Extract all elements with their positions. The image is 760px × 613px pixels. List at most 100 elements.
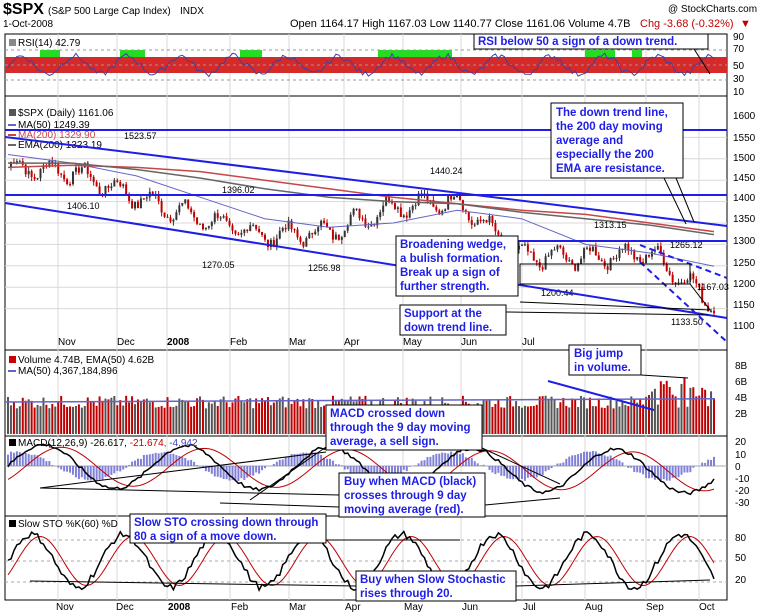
macd-hist-bar <box>33 454 36 466</box>
macd-hist-bar <box>340 465 343 466</box>
macd-hist-bar <box>571 455 574 466</box>
volume-bar <box>662 384 665 434</box>
note-box <box>399 304 507 336</box>
note-pointer <box>663 177 687 225</box>
volume-bar <box>562 397 565 434</box>
volume-bar <box>293 400 296 434</box>
rsi-layer <box>5 49 727 81</box>
price-tick: 1200 <box>733 279 756 290</box>
macd-hist-bar <box>541 466 544 475</box>
macd-hist-bar <box>639 466 642 473</box>
macd-hist-bar <box>648 466 651 479</box>
note-pointer <box>675 177 695 223</box>
volume-bar <box>101 400 104 434</box>
macd-hist-bar <box>249 466 252 476</box>
candle-body <box>565 254 568 261</box>
candle-body <box>240 232 243 235</box>
price-tick: 1450 <box>733 173 756 184</box>
volume-bar <box>485 400 488 434</box>
candle-body <box>331 229 334 240</box>
macd-hist-bar <box>24 452 27 466</box>
volume-bar <box>219 399 222 434</box>
macd-hist-bar <box>659 466 662 481</box>
x-tick: Jun <box>462 602 478 613</box>
ema200-line <box>8 162 715 236</box>
volume-axis: 8B 6B 4B 2B <box>735 361 748 420</box>
macd-hist-bar <box>328 458 331 466</box>
volume-bar <box>520 407 523 434</box>
macd-hist-bar <box>60 466 63 470</box>
macd-hist-bar <box>21 452 24 466</box>
volume-bar <box>636 402 639 434</box>
candle-body <box>281 227 284 231</box>
candle-body <box>57 163 60 174</box>
macd-hist-bar <box>275 461 278 466</box>
volume-bar <box>568 407 571 434</box>
candle-body <box>648 254 651 257</box>
volume-trend-line <box>547 380 655 411</box>
macd-hist-bar <box>201 466 204 468</box>
macd-hist-bar <box>184 457 187 466</box>
candle-body <box>299 237 302 242</box>
macd-hist-bar <box>308 453 311 466</box>
macd-hist-bar <box>148 454 151 466</box>
x-tick: Nov <box>56 602 74 613</box>
candle-body <box>683 282 686 284</box>
volume-bar <box>222 396 225 434</box>
macd-hist-bar <box>577 454 580 466</box>
volume-bar <box>113 396 116 434</box>
price-tick: 1500 <box>733 153 756 164</box>
candle-body <box>30 170 33 177</box>
candle-body <box>98 186 101 195</box>
volume-bar <box>645 396 648 434</box>
candle-body <box>470 220 473 225</box>
candle-body <box>399 207 402 217</box>
candle-body <box>113 180 116 187</box>
volume-bar <box>689 387 692 434</box>
volume-bar <box>680 383 683 434</box>
volume-bar <box>609 396 612 434</box>
candle-body <box>225 216 228 221</box>
macd-hist-bar <box>42 458 45 466</box>
x-tick: Mar <box>289 337 307 348</box>
candle-body <box>128 194 131 201</box>
macd-hist-bar <box>355 466 358 475</box>
volume-tick: 8B <box>735 361 748 372</box>
candle-body <box>269 239 272 248</box>
volume-bar <box>639 399 642 434</box>
x-tick: 2008 <box>168 602 191 613</box>
macd-hist-bar <box>281 459 284 466</box>
price-label: 1523.57 <box>124 131 157 141</box>
candle-body <box>659 245 662 254</box>
candle-body <box>320 220 323 228</box>
macd-hist-bar <box>568 456 571 466</box>
candle-body <box>523 244 526 246</box>
macd-hist-bar <box>538 466 541 476</box>
macd-hist-bar <box>337 464 340 466</box>
note-text: The down trend line, <box>556 107 668 119</box>
macd-hist-bar <box>491 466 494 473</box>
candle-body <box>482 220 485 222</box>
macd-line <box>7 443 715 496</box>
candle-body <box>364 218 367 227</box>
change-arrow-icon: ▼ <box>740 18 751 30</box>
annotation-volume: Big jump in volume. <box>568 344 689 379</box>
macd-hist-bar <box>636 466 639 473</box>
macd-hist-bar <box>603 455 606 466</box>
macd-hist-bar <box>520 466 523 479</box>
candle-body <box>645 254 648 264</box>
macd-hist-bar <box>391 466 394 478</box>
macd-hist-bar <box>323 457 326 466</box>
volume-bar <box>119 400 122 434</box>
macd-hist-bar <box>580 453 583 466</box>
macd-legend-hist: , -4.942 <box>164 438 198 449</box>
ma50-legend: MA(50) 1249.39 <box>18 120 90 131</box>
macd-hist-bar <box>645 466 648 479</box>
volume-bar <box>74 405 77 434</box>
macd-hist-bar <box>305 452 308 466</box>
macd-hist-bar <box>393 466 396 477</box>
volume-bar <box>178 398 181 434</box>
macd-hist-bar <box>51 465 54 466</box>
candle-body <box>219 217 222 219</box>
note-text: average and <box>556 135 623 147</box>
